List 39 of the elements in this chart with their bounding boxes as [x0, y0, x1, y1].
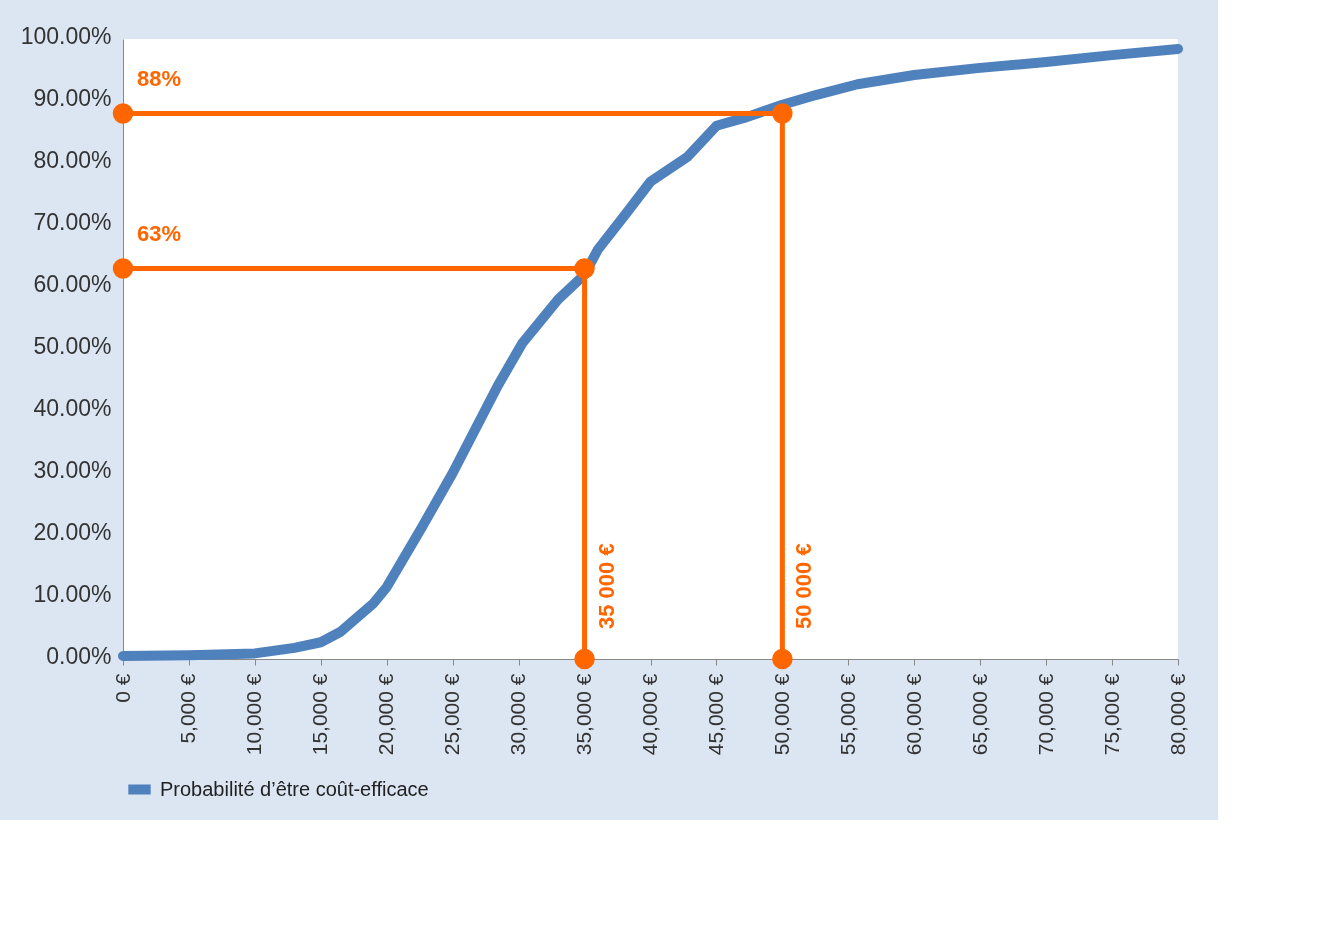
x-tick-label: 35,000 €	[572, 673, 596, 756]
x-tick-label: 70,000 €	[1033, 673, 1057, 756]
point	[772, 103, 793, 124]
y-tick-label: 70.00%	[33, 208, 112, 235]
y-tick-label: 60.00%	[33, 270, 112, 297]
point	[574, 258, 595, 279]
y-tick-label: 10.00%	[33, 580, 112, 607]
x-tick-label: 0 €	[110, 673, 134, 703]
y-tick-label: 100.00%	[20, 22, 112, 49]
point	[112, 103, 134, 124]
annotation: 63%	[137, 221, 182, 247]
point	[772, 648, 793, 670]
x-tick-label: 65,000 €	[967, 673, 991, 756]
annotation: 35 000 €	[593, 543, 619, 629]
y-tick-label: 90.00%	[33, 84, 112, 111]
y-tick-label: 40.00%	[33, 394, 112, 421]
point	[112, 258, 134, 279]
y-tick-label: 20.00%	[33, 518, 112, 545]
x-tick-label: 50,000 €	[769, 673, 793, 756]
x-tick-label: 55,000 €	[835, 673, 859, 756]
x-tick-label: 45,000 €	[703, 673, 727, 756]
y-tick-label: 80.00%	[33, 146, 112, 173]
annotation: 88%	[137, 66, 182, 92]
x-tick-label: 20,000 €	[374, 673, 398, 756]
y-tick-label: 50.00%	[33, 332, 112, 359]
x-tick-label: 5,000 €	[176, 673, 200, 744]
y-tick-label: 0.00%	[46, 642, 112, 669]
x-tick-label: 40,000 €	[638, 673, 661, 756]
x-tick-label: 60,000 €	[901, 673, 925, 756]
x-tick-label: 30,000 €	[506, 673, 530, 756]
annotation: 50 000 €	[791, 543, 817, 629]
x-tick-label: 15,000 €	[308, 673, 332, 756]
x-tick-label: 10,000 €	[242, 673, 266, 756]
x-tick-label: 75,000 €	[1099, 673, 1123, 756]
legend-label: Probabilité d’être coût-efficace	[160, 777, 429, 800]
x-tick-label: 25,000 €	[440, 673, 464, 756]
y-tick-label: 30.00%	[33, 456, 112, 483]
point	[574, 648, 595, 670]
x-tick-label: 80,000 €	[1165, 673, 1189, 756]
